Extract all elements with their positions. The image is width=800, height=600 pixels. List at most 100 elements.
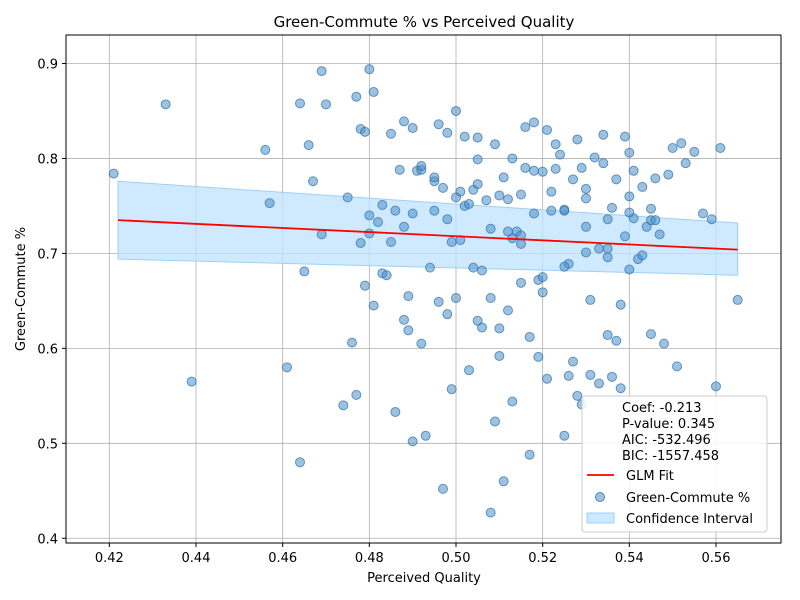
data-point [533,351,544,362]
data-point [282,362,292,373]
data-point [503,305,513,316]
data-point [438,483,448,494]
data-point [407,436,418,447]
data-point [559,205,570,216]
data-point [494,350,505,361]
data-point [381,270,392,281]
data-point [472,315,483,326]
data-point [581,193,591,204]
y-tick-label: 0.7 [37,247,58,262]
data-point [676,138,687,149]
data-point [581,221,591,232]
data-point [711,381,721,392]
plot-frame [65,34,782,544]
data-point [451,293,461,304]
data-point [503,194,513,205]
data-point [468,262,479,273]
data-point [186,376,197,387]
x-tick-label: 0.52 [528,551,557,566]
data-point [555,149,565,160]
data-point [602,214,613,225]
data-point [581,247,591,258]
x-axis-ticks: 0.42 0.44 0.46 0.48 0.50 0.52 0.54 0.56 [95,543,731,566]
data-point [546,186,557,197]
data-point [399,314,409,325]
data-point [628,165,639,176]
data-point [160,99,171,110]
data-point [368,300,379,311]
data-point [650,215,661,226]
x-axis-label: Perceived Quality [367,571,481,586]
data-point [594,243,604,254]
data-point [351,91,362,102]
data-point [364,210,375,221]
data-point [615,383,626,394]
data-point [581,183,591,194]
data-point [667,142,678,153]
data-point [607,371,617,382]
data-point [672,361,682,372]
data-point [646,329,656,340]
data-point [321,99,331,110]
data-point [576,162,587,173]
data-point [520,162,531,173]
data-point [438,182,448,193]
data-point [429,205,440,216]
x-tick-label: 0.48 [355,551,384,566]
data-point [494,323,505,334]
data-point [680,158,691,169]
data-point [563,370,574,381]
data-point [572,390,583,401]
data-point [472,132,483,143]
data-point [425,262,435,273]
data-point [485,507,496,518]
data-point [490,139,500,150]
data-point [542,373,552,384]
data-point [485,293,496,304]
data-point [459,131,470,142]
data-point [477,265,487,276]
data-point [598,129,609,140]
data-point [698,208,708,219]
data-point [537,287,548,298]
data-point [624,191,635,202]
legend-points-swatch [595,492,605,502]
data-point [299,266,310,277]
data-point [689,146,700,157]
data-point [602,243,613,254]
x-tick-label: 0.50 [442,551,471,566]
data-point [481,195,492,206]
data-point [607,202,617,213]
data-point [416,161,427,172]
data-point [364,228,375,239]
data-point [585,294,596,305]
data-point [399,221,409,232]
data-point [442,309,453,320]
x-tick-label: 0.56 [702,551,731,566]
data-point [654,229,665,240]
data-point [520,122,531,133]
data-point [390,406,401,417]
data-point [342,192,353,203]
y-axis-ticks: 0.4 0.5 0.6 0.7 0.8 0.9 [37,57,66,547]
data-point [646,203,656,214]
x-tick-label: 0.44 [182,551,211,566]
data-point [485,223,496,234]
data-point [364,64,375,75]
data-point [316,66,327,77]
data-point [559,261,570,272]
data-point [516,277,526,288]
data-point [611,335,622,346]
legend-box [581,395,768,533]
data-point [546,205,557,216]
data-point [503,226,513,237]
data-point [498,476,509,487]
data-point [559,430,570,441]
data-point [550,163,561,174]
data-point [451,192,461,203]
data-point [637,181,648,192]
data-point [507,153,518,164]
data-point [568,356,578,367]
data-point [338,400,349,411]
